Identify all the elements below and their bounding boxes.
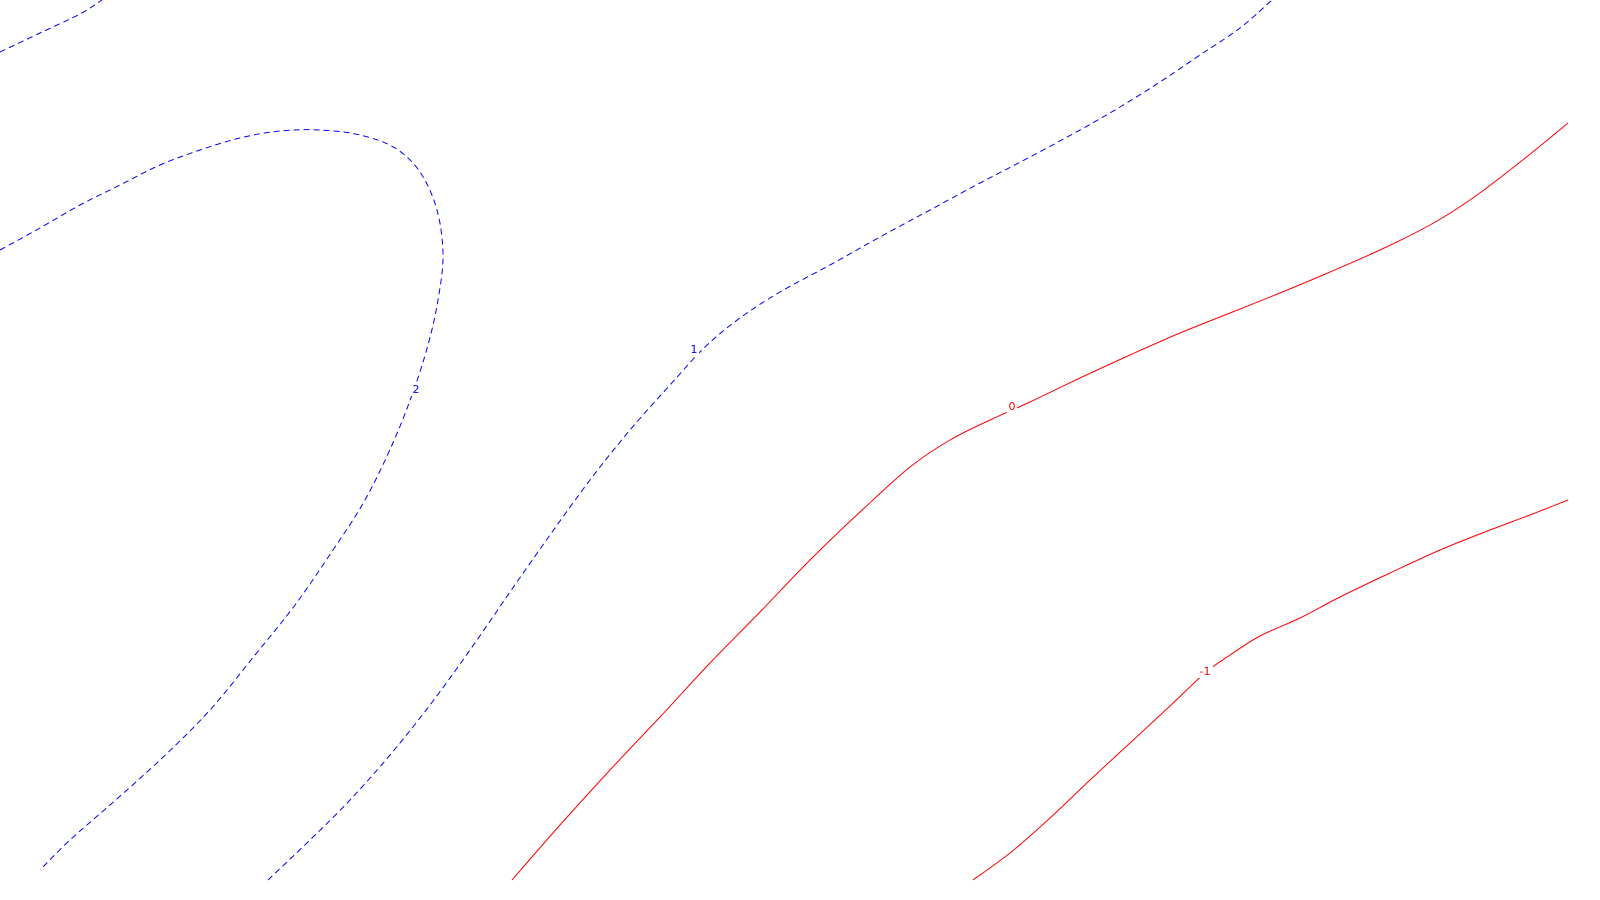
contour-line-level-2-seg-1 bbox=[0, 0, 103, 53]
contour-label-bg-2 bbox=[1007, 401, 1017, 413]
contour-label-3: -1 bbox=[1200, 665, 1211, 678]
contour-label-bg-1 bbox=[689, 344, 699, 356]
contour-label-0: 2 bbox=[413, 383, 420, 396]
contour-line-level-1-seg-0 bbox=[267, 0, 1273, 881]
contour-label-bg-0 bbox=[411, 384, 421, 396]
contour-line-level-2-seg-0 bbox=[0, 129, 444, 871]
contour-label-bg-3 bbox=[1197, 666, 1213, 678]
contour-labels-group: 2 1 0 -1 bbox=[411, 343, 1213, 678]
contour-line-level-0-seg-0 bbox=[511, 122, 1569, 881]
contour-label-2: 0 bbox=[1009, 400, 1016, 413]
contour-lines-group bbox=[0, 0, 1569, 881]
contour-line-level-neg1-seg-0 bbox=[972, 499, 1569, 881]
contour-label-1: 1 bbox=[691, 343, 698, 356]
